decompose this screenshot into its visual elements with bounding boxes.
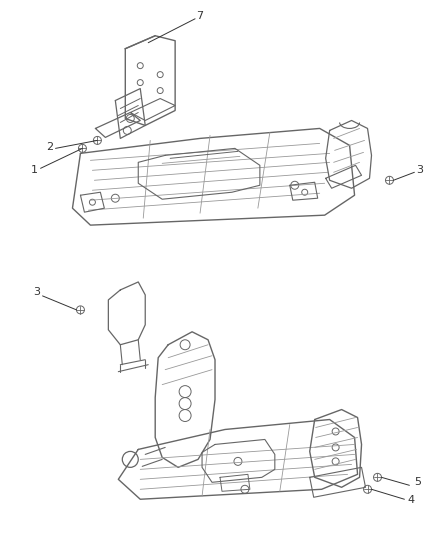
Text: 2: 2 [46, 142, 53, 152]
Text: 3: 3 [416, 165, 423, 175]
Text: 3: 3 [33, 287, 40, 297]
Text: 1: 1 [31, 165, 38, 175]
Text: 4: 4 [408, 495, 415, 505]
Text: 7: 7 [197, 11, 204, 21]
Text: 5: 5 [414, 478, 421, 487]
